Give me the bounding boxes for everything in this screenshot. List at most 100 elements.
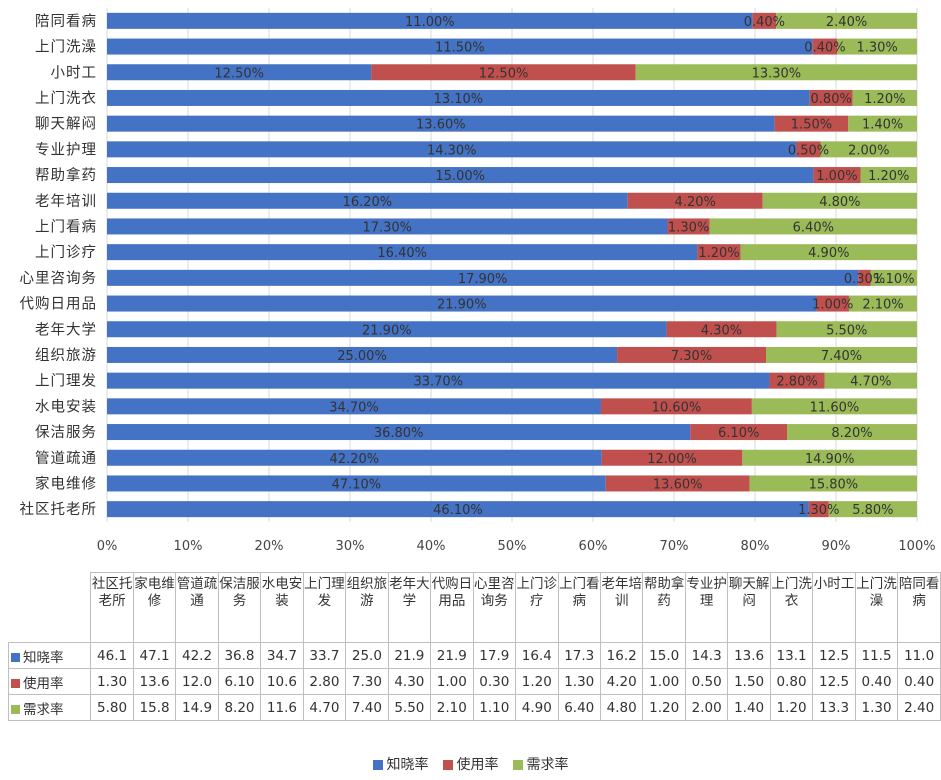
x-tick-label: 100% [898, 539, 935, 554]
category-label: 上门洗澡 [35, 39, 97, 56]
table-header-cell: 组织旅游 [345, 572, 389, 643]
table-cell: 5.80 [90, 694, 134, 721]
bar-segment [627, 192, 763, 209]
table-cell: 12.5 [812, 642, 856, 669]
bar-segment [107, 449, 602, 466]
table-cell: 1.30 [557, 668, 601, 695]
table-cell: 14.3 [684, 642, 729, 669]
bar-segment [107, 269, 859, 286]
table-cell: 4.30 [387, 668, 432, 695]
bar-segment [751, 398, 917, 415]
table-cell: 7.30 [345, 668, 389, 695]
bar-segment [740, 244, 917, 261]
bar-segment [824, 372, 917, 389]
table-cell: 1.40 [727, 694, 771, 721]
data-label: 17.30% [362, 220, 412, 235]
table-cell: 1.20 [769, 694, 814, 721]
table-row: 知晓率 46.1 47.1 42.2 36.8 34.7 33.7 25.0 21.9 21.9 1… [7, 642, 941, 669]
data-table: 社区托老所 家电维修 管道疏通 保洁服务 水电安装 上门理发 组织旅游 老年大学 代购日用品 心里… [7, 572, 941, 721]
data-label: 12.00% [647, 452, 697, 467]
bar-segment [635, 64, 917, 81]
bar-segment [769, 372, 825, 389]
bar-segment [776, 12, 917, 29]
series-swatch [11, 653, 20, 662]
data-label: 14.30% [427, 143, 477, 158]
table-cell: 11.0 [897, 642, 941, 669]
table-cell: 47.1 [132, 642, 177, 669]
table-header-cell: 上门洗衣 [769, 572, 814, 643]
bar-segment [860, 167, 917, 184]
data-label: 4.30% [701, 323, 742, 338]
data-label: 1.30% [798, 503, 839, 518]
bar-segment [812, 38, 838, 55]
table-cell: 7.40 [345, 694, 389, 721]
legend-label: 知晓率 [386, 757, 429, 773]
table-header-cell: 帮助拿药 [642, 572, 686, 643]
table-corner [8, 572, 92, 643]
bar-segment [848, 115, 917, 132]
data-label: 1.20% [698, 246, 739, 261]
legend-swatch [372, 760, 383, 770]
table-cell: 21.9 [387, 642, 432, 669]
bar-segment [816, 295, 849, 312]
category-label: 专业护理 [35, 141, 97, 158]
x-tick-label: 90% [822, 539, 851, 554]
category-label: 社区托老所 [20, 501, 98, 518]
category-label: 组织旅游 [35, 347, 97, 364]
bar-segment [690, 424, 788, 441]
series-name: 需求率 [23, 701, 64, 718]
table-cell: 14.9 [175, 694, 219, 721]
data-label: 1.20% [868, 169, 909, 184]
data-label: 11.00% [405, 15, 455, 30]
table-cell: 34.7 [260, 642, 304, 669]
x-tick-label: 60% [579, 539, 608, 554]
bar-segment [107, 192, 628, 209]
bar-segment [107, 218, 668, 235]
table-body: 知晓率 46.1 47.1 42.2 36.8 34.7 33.7 25.0 21.9 21.9 1… [7, 642, 941, 721]
table-row-header: 知晓率 [7, 642, 92, 669]
bar-segment [848, 295, 917, 312]
data-label: 0.40% [744, 15, 785, 30]
legend-label: 需求率 [526, 757, 569, 773]
table-cell: 12.0 [175, 668, 219, 695]
bar-segment [766, 346, 917, 363]
bar-segment [796, 141, 821, 158]
table-header-cell: 家电维修 [132, 572, 177, 643]
category-label: 陪同看病 [35, 13, 97, 30]
table-cell: 0.40 [854, 668, 899, 695]
data-label: 1.30% [856, 41, 897, 56]
bar-segment [820, 141, 917, 158]
table-cell: 15.0 [642, 642, 686, 669]
table-header-cell: 上门洗澡 [854, 572, 899, 643]
table-cell: 2.40 [897, 694, 941, 721]
x-tick-label: 40% [417, 539, 446, 554]
bar-segment [107, 89, 810, 106]
data-label: 12.50% [214, 66, 264, 81]
table-cell: 0.30 [472, 668, 517, 695]
stacked-bar-chart: 0% 10% 20% 30% 40% 50% 60% 70% 80% 90% 100% 陪同看病 11.… [20, 8, 936, 554]
bar-segment [107, 372, 770, 389]
data-label: 13.60% [416, 118, 466, 133]
data-label: 6.10% [718, 426, 759, 441]
data-label: 1.50% [791, 118, 832, 133]
bar-segment [709, 218, 917, 235]
table-header-cell: 专业护理 [684, 572, 729, 643]
bar-segment [107, 295, 817, 312]
table-header-cell: 心里咨询务 [472, 572, 517, 643]
category-label: 心里咨询务 [20, 270, 98, 287]
table-cell: 0.50 [684, 668, 729, 695]
data-label: 33.70% [413, 375, 463, 390]
bar-segment [787, 424, 917, 441]
bar-segment [107, 64, 372, 81]
category-label: 上门诊疗 [35, 244, 97, 261]
legend: 知晓率 使用率 需求率 [0, 754, 941, 774]
table-row-header: 需求率 [7, 694, 92, 721]
bar-segment [107, 424, 691, 441]
data-label: 11.60% [810, 400, 860, 415]
bar-segment [107, 475, 606, 492]
bar-segment [813, 167, 861, 184]
data-label: 15.80% [809, 477, 859, 492]
x-tick-label: 0% [97, 539, 118, 554]
table-cell: 1.00 [430, 668, 474, 695]
table-header-row: 社区托老所 家电维修 管道疏通 保洁服务 水电安装 上门理发 组织旅游 老年大学 代购日用品 心里… [8, 572, 941, 643]
